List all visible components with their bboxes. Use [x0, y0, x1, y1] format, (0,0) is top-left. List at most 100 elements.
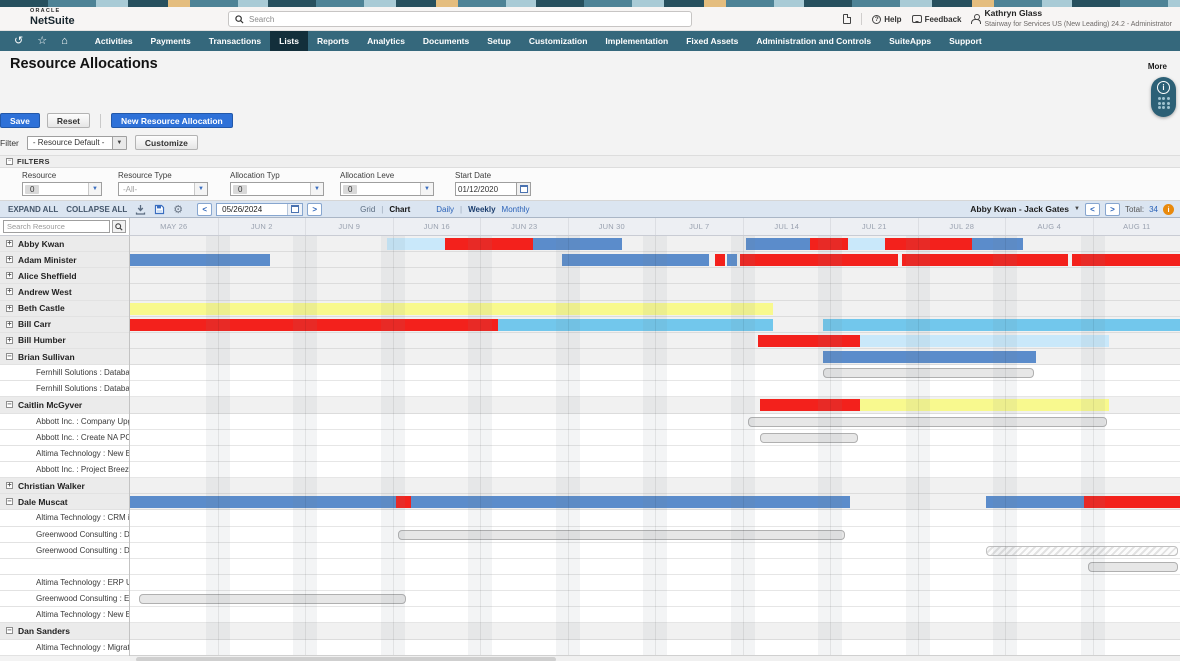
- oracle-netsuite-logo[interactable]: ORACLE NetSuite: [30, 8, 75, 27]
- calendar-icon[interactable]: [287, 203, 303, 215]
- next-page-button[interactable]: >: [1104, 202, 1120, 216]
- expand-toggle-icon[interactable]: +: [6, 287, 13, 296]
- filters-section-header[interactable]: − FILTERS: [0, 155, 1180, 168]
- shortcuts-star-icon[interactable]: ☆: [37, 34, 48, 47]
- prev-week-button[interactable]: <: [197, 202, 213, 216]
- allocation-bar-red[interactable]: [445, 238, 533, 250]
- prev-page-button[interactable]: <: [1084, 202, 1100, 216]
- allocation-bar-pale[interactable]: [387, 238, 445, 250]
- allocation-bar-blue[interactable]: [562, 254, 710, 267]
- collapse-all-link[interactable]: COLLAPSE ALL: [66, 204, 128, 214]
- allocation-bar-yellow[interactable]: [859, 399, 1110, 412]
- task-row[interactable]: Abbott Inc. : Create NA POD (...: [0, 429, 129, 446]
- save-button[interactable]: Save: [0, 113, 40, 128]
- assistant-widget[interactable]: i: [1151, 77, 1176, 117]
- allocation-bar-blue[interactable]: [971, 238, 1023, 250]
- task-row[interactable]: Altima Technology : New ERP ...: [0, 607, 129, 624]
- allocation-bar-pale[interactable]: [859, 334, 1110, 347]
- task-row[interactable]: Fernhill Solutions : Database ...: [0, 381, 129, 398]
- allocation-bar-blue[interactable]: [130, 254, 270, 267]
- collapse-icon[interactable]: −: [6, 158, 13, 165]
- resource-row[interactable]: + Adam Minister: [0, 252, 129, 269]
- period-tab-monthly[interactable]: Monthly: [501, 204, 530, 214]
- allocation-bar-blue[interactable]: [746, 238, 810, 250]
- allocation-bar-red[interactable]: [130, 318, 498, 331]
- nav-item-suiteapps[interactable]: SuiteApps: [889, 36, 932, 46]
- allocation-bar-red[interactable]: [396, 496, 411, 509]
- nav-item-activities[interactable]: Activities: [94, 36, 133, 46]
- customize-button[interactable]: Customize: [134, 135, 198, 150]
- task-row[interactable]: Altima Technology : New ERP ...: [0, 445, 129, 462]
- search-resource-input[interactable]: Search Resource: [3, 220, 110, 233]
- save-disk-icon[interactable]: [154, 204, 165, 215]
- allocation-bar-red[interactable]: [714, 254, 725, 267]
- more-button[interactable]: More: [1147, 62, 1167, 71]
- nav-item-implementation[interactable]: Implementation: [605, 36, 669, 46]
- allocation-bar-outline[interactable]: [1088, 561, 1178, 572]
- task-row[interactable]: Abbott Inc. : Company Upgrade: [0, 413, 129, 430]
- scrollbar-thumb[interactable]: [136, 657, 556, 661]
- resource-row[interactable]: + Bill Carr: [0, 316, 129, 333]
- calendar-icon[interactable]: [516, 183, 530, 195]
- allocation-bar-red[interactable]: [885, 238, 972, 250]
- allocation-bar-sky[interactable]: [823, 318, 1180, 331]
- document-icon[interactable]: [843, 14, 852, 24]
- collapse-toggle-icon[interactable]: −: [6, 497, 13, 506]
- allocation-bar-blue[interactable]: [985, 496, 1084, 509]
- feedback-button[interactable]: Feedback: [911, 15, 961, 24]
- resource-row[interactable]: + Andrew West: [0, 284, 129, 301]
- task-row[interactable]: Altima Technology : ERP Upgr...: [0, 574, 129, 592]
- allocation-bar-blue[interactable]: [532, 238, 622, 250]
- gantt-date-field[interactable]: 05/26/2024: [216, 202, 304, 216]
- resource-row[interactable]: − Caitlin McGyver: [0, 397, 129, 414]
- select-input[interactable]: -All- ▼: [118, 182, 208, 196]
- resource-row[interactable]: − Dan Sanders: [0, 623, 129, 640]
- task-row[interactable]: Altima Technology : CRM impl...: [0, 510, 129, 527]
- nav-item-lists[interactable]: Lists: [270, 31, 308, 51]
- expand-toggle-icon[interactable]: +: [6, 239, 13, 248]
- help-button[interactable]: ? Help: [872, 14, 902, 24]
- allocation-bar-outline[interactable]: [397, 529, 845, 540]
- period-tab-weekly[interactable]: Weekly: [468, 204, 496, 214]
- allocation-bar-hatch[interactable]: [985, 545, 1178, 556]
- nav-item-reports[interactable]: Reports: [317, 36, 350, 46]
- allocation-bar-red[interactable]: [901, 254, 1068, 267]
- view-tab-grid[interactable]: Grid: [360, 204, 376, 214]
- allocation-bar-pale[interactable]: [847, 238, 886, 250]
- view-tab-chart[interactable]: Chart: [389, 204, 411, 214]
- allocation-bar-outline[interactable]: [138, 594, 407, 605]
- task-row[interactable]: Greenwood Consulting : Data ...: [0, 526, 129, 543]
- expand-toggle-icon[interactable]: +: [6, 481, 13, 490]
- allocation-bar-red[interactable]: [1083, 496, 1180, 509]
- expand-toggle-icon[interactable]: +: [6, 303, 13, 312]
- search-icon[interactable]: [112, 220, 126, 233]
- new-resource-allocation-button[interactable]: New Resource Allocation: [111, 113, 233, 128]
- home-icon[interactable]: ⌂: [61, 34, 68, 47]
- collapse-toggle-icon[interactable]: −: [6, 626, 13, 635]
- resource-row[interactable]: + Beth Castle: [0, 300, 129, 317]
- date-input[interactable]: 01/12/2020: [455, 182, 531, 196]
- expand-toggle-icon[interactable]: +: [6, 335, 13, 344]
- allocation-bar-red[interactable]: [760, 399, 860, 412]
- expand-toggle-icon[interactable]: +: [6, 271, 13, 280]
- download-icon[interactable]: [135, 204, 146, 215]
- allocation-bar-red[interactable]: [758, 334, 860, 347]
- allocation-bar-sky[interactable]: [497, 318, 774, 331]
- resource-range-selector[interactable]: Abby Kwan - Jack Gates: [970, 204, 1070, 214]
- nav-item-support[interactable]: Support: [949, 36, 982, 46]
- collapse-toggle-icon[interactable]: −: [6, 352, 13, 361]
- task-row[interactable]: Greenwood Consulting : ERP ...: [0, 591, 129, 608]
- task-row[interactable]: Altima Technology : Migrate o...: [0, 639, 129, 656]
- expand-all-link[interactable]: EXPAND ALL: [8, 204, 59, 214]
- task-row[interactable]: [0, 558, 129, 575]
- resource-row[interactable]: − Brian Sullivan: [0, 348, 129, 366]
- recent-icon[interactable]: ↺: [14, 34, 24, 47]
- allocation-bar-outline[interactable]: [747, 416, 1108, 427]
- horizontal-scrollbar[interactable]: [130, 655, 1180, 661]
- allocation-bar-blue[interactable]: [726, 254, 738, 267]
- nav-item-analytics[interactable]: Analytics: [367, 36, 405, 46]
- resource-row[interactable]: − Dale Muscat: [0, 494, 129, 511]
- select-input[interactable]: 0 ▼: [340, 182, 434, 196]
- allocation-bar-blue[interactable]: [823, 350, 1036, 363]
- filter-select[interactable]: - Resource Default - ▼: [26, 135, 127, 150]
